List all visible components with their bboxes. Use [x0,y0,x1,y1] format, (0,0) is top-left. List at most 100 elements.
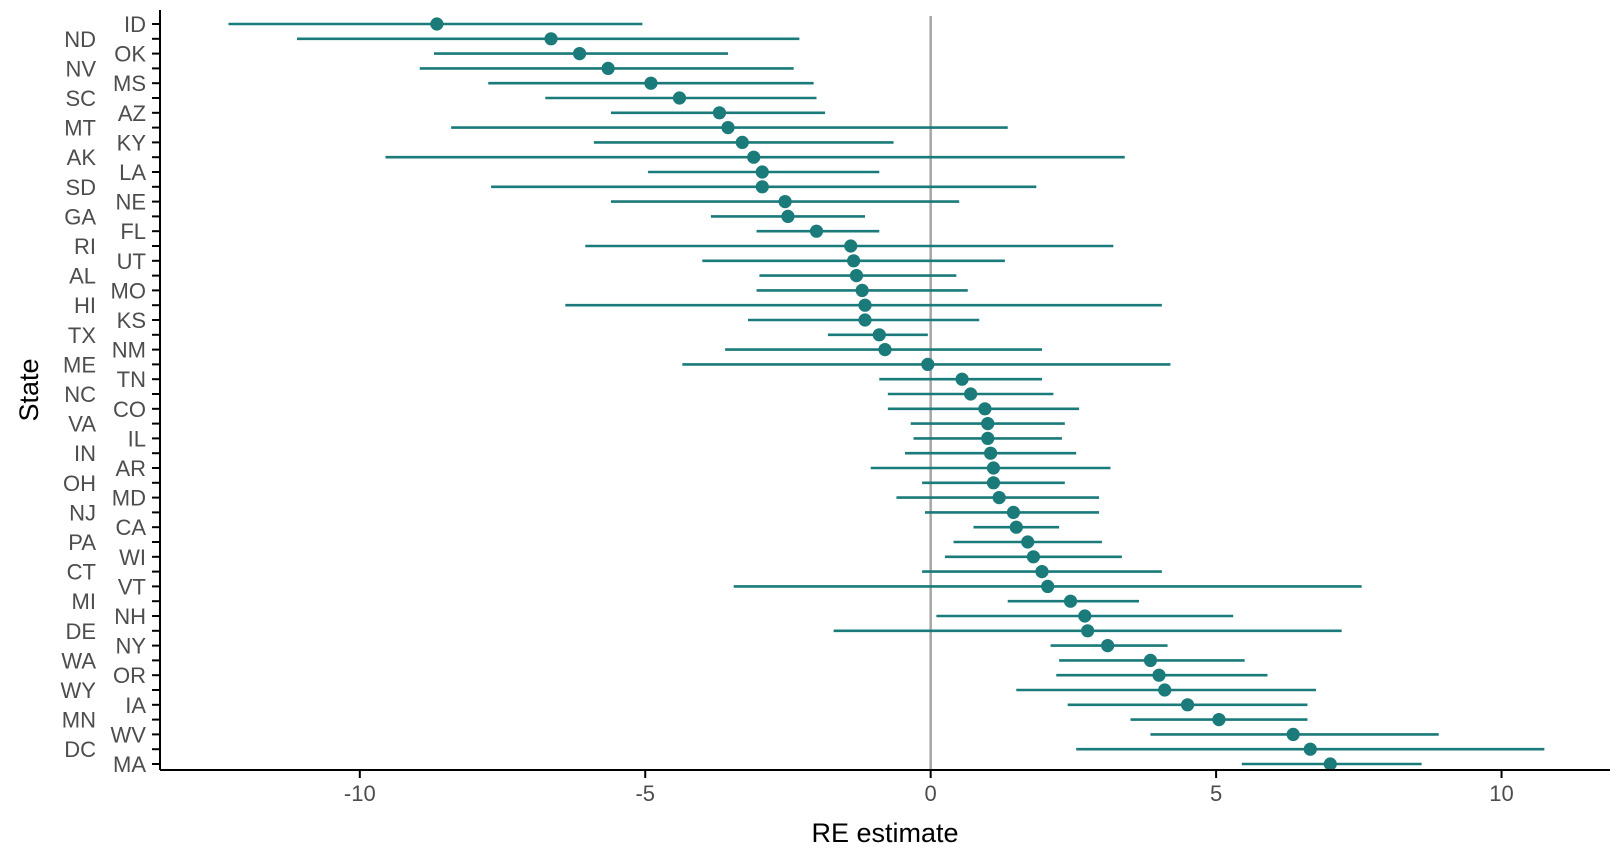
point-de [1081,624,1095,638]
point-id [430,17,444,31]
y-tick-label: MO [111,278,146,303]
y-tick-label: TX [68,323,96,348]
point-tn [955,372,969,386]
y-tick-label: RI [74,234,96,259]
point-hi [858,298,872,312]
y-tick-label: ME [63,352,96,377]
point-in [984,446,998,460]
point-nc [964,387,978,401]
point-nj [1006,505,1021,519]
y-tick-label: AR [115,456,146,481]
y-tick-label: OH [63,471,96,496]
y-tick-label: AZ [118,101,146,126]
x-tick-label: 5 [1210,781,1222,806]
x-tick-label: 10 [1489,781,1513,806]
point-mo [855,283,869,297]
y-tick-label: NC [64,382,96,407]
y-tick-label: ND [64,27,96,52]
y-tick-label: NY [115,634,146,659]
y-tick-label: NH [114,604,146,629]
point-al [849,269,864,283]
y-tick-label: WY [61,678,97,703]
point-md [992,491,1006,505]
x-axis-ticks: -10 -5 0 5 10 [344,770,1514,806]
y-tick-label: NM [112,338,146,363]
point-wv [1286,727,1300,742]
y-tick-label: MI [72,589,96,614]
point-ga [781,209,795,223]
point-ma [1323,757,1337,771]
y-tick-label: CO [113,397,146,422]
point-ms [644,76,658,90]
point-ia [1180,698,1195,712]
point-wy [1158,683,1172,697]
point-sc [672,91,687,105]
point-la [755,165,769,179]
y-tick-label: IA [125,693,146,718]
y-tick-label: MT [64,116,96,141]
y-tick-label: NJ [69,500,96,525]
point-nd [544,32,558,46]
point-mn [1212,713,1226,727]
y-tick-label: TN [117,367,146,392]
y-tick-label: KS [117,308,146,333]
point-wa [1143,653,1158,668]
y-tick-label: SD [65,175,96,200]
point-az [712,106,727,120]
point-wi [1026,550,1041,564]
point-ny [1101,639,1115,653]
point-ne [778,195,792,209]
point-tx [872,328,886,342]
point-ut [847,254,861,268]
y-tick-label: NV [65,56,96,81]
point-nh [1078,609,1092,623]
y-tick-label: DE [65,619,96,644]
y-tick-label: MD [112,486,146,511]
point-dc [1303,742,1317,756]
y-tick-label: KY [117,130,147,155]
y-tick-label: MA [113,752,146,777]
y-tick-label: VT [118,574,146,599]
point-vt [1041,579,1055,594]
point-ca [1009,520,1023,534]
y-tick-label: FL [120,219,146,244]
y-tick-label: WA [61,648,96,673]
y-tick-label: VA [68,412,96,437]
y-tick-label: AK [67,145,97,170]
point-me [921,357,935,371]
y-tick-label: UT [117,249,146,274]
point-fl [809,224,824,238]
point-nv [601,61,615,75]
point-oh [986,476,1001,490]
point-mt [721,121,735,135]
point-ky [735,135,749,149]
x-tick-label: -5 [635,781,655,806]
x-tick-label: 0 [925,781,937,806]
y-tick-label: NE [115,190,146,215]
x-axis-title: RE estimate [811,818,958,848]
y-tick-label: OK [114,42,146,67]
point-ri [844,239,858,253]
point-co [978,402,992,416]
plot-area [228,16,1545,771]
point-ak [747,150,761,164]
y-tick-label: PA [68,530,96,555]
y-tick-label: AL [69,264,96,289]
y-tick-label: ID [124,12,146,37]
y-tick-label: SC [65,86,96,111]
y-tick-label: WI [119,545,146,570]
y-tick-label: OR [113,663,146,688]
point-ar [986,461,1001,475]
point-va [981,417,995,431]
point-sd [755,180,769,194]
y-tick-label: MS [113,71,146,96]
point-ct [1035,565,1049,579]
y-tick-label: LA [119,160,146,185]
y-tick-label: DC [64,737,96,762]
point-ok [572,47,587,61]
y-axis-ticks: ID ND OK NV MS SC AZ MT KY AK LA SD NE GA FL RI UT AL MO HI… [61,12,160,777]
y-tick-label: GA [64,204,96,229]
y-tick-label: WV [111,722,147,747]
y-tick-label: CA [115,515,146,540]
